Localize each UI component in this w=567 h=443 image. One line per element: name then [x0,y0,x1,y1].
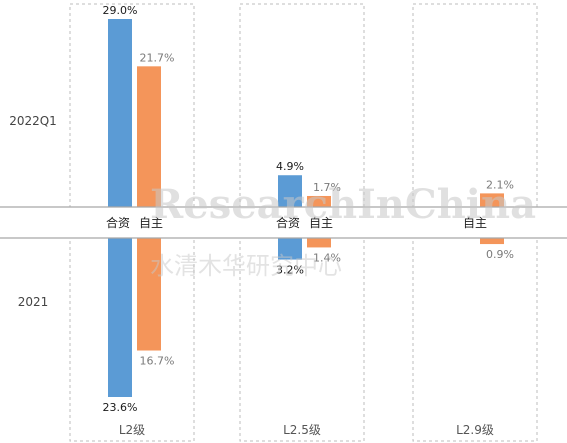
bar-2022q1 [307,195,331,207]
data-label: 0.9% [486,248,514,261]
bar-2021 [137,238,161,351]
watermark-text-en: ResearchInChina [150,181,536,228]
data-label: 21.7% [140,51,175,64]
data-label: 2.1% [486,178,514,191]
bar-2022q1 [137,66,161,208]
data-label: 3.2% [276,264,304,277]
bar-2022q1 [480,193,504,207]
bar-2022q1 [278,175,302,207]
series-label: 自主 [309,216,333,230]
series-label: 合资 [106,215,130,230]
bars-layer [108,19,504,397]
category-label: L2.9级 [456,423,494,437]
series-label: 自主 [139,216,163,230]
series-label: 合资 [276,215,300,230]
row-label-2021: 2021 [18,295,49,309]
watermark-text-cn: 水清木华研究中心 [150,252,342,280]
data-label: 4.9% [276,160,304,173]
band-fill [0,207,567,238]
bar-2022q1 [108,19,132,207]
data-label: 29.0% [103,4,138,17]
data-label: 1.4% [313,251,341,264]
bar-2021 [278,238,302,260]
center-band [0,206,567,239]
bar-2021 [480,238,504,245]
labels-layer: 合资 自主 合资 自主 自主29.0%23.6%4.9%3.2%21.7%16.7%1.… [9,4,514,437]
bar-2021 [307,238,331,248]
data-label: 1.7% [313,181,341,194]
bar-2021 [108,238,132,397]
row-label-2022q1: 2022Q1 [9,114,57,128]
data-label: 23.6% [103,401,138,414]
category-label: L2级 [119,423,145,437]
category-label: L2.5级 [283,423,321,437]
data-label: 16.7% [140,355,175,368]
series-label: 自主 [463,216,487,230]
watermark: ResearchInChina 水清木华研究中心 [150,181,536,280]
